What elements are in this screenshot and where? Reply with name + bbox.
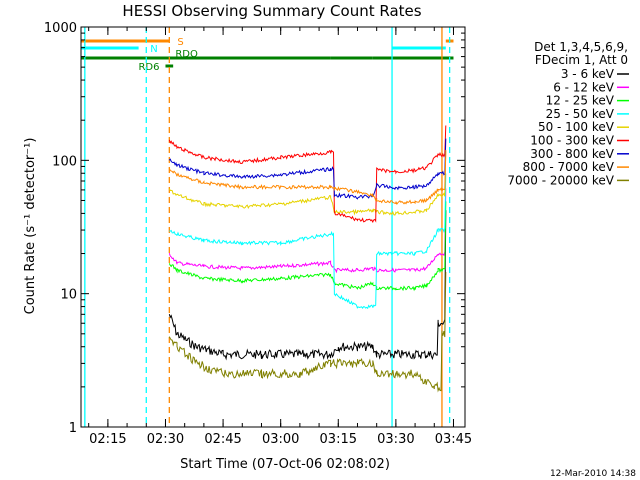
y-tick-label: 100	[52, 154, 77, 169]
legend-entry-label: 3 - 6 keV	[561, 67, 615, 81]
legend-entry-label: 50 - 100 keV	[538, 120, 615, 134]
y-axis-label: Count Rate (s⁻¹ detector⁻¹)	[23, 138, 38, 315]
flags-layer: S N RD6 RDO	[81, 37, 454, 73]
x-tick-label: 03:00	[262, 432, 299, 447]
series-layer	[168, 125, 447, 393]
flag-label-s: S	[177, 37, 183, 48]
series-line	[168, 151, 447, 216]
y-tick-label: 1	[69, 421, 77, 436]
series-line	[168, 201, 447, 292]
x-tick-label: 02:15	[89, 432, 126, 447]
legend-entry-label: 7000 - 20000 keV	[507, 173, 614, 187]
series-line	[168, 125, 447, 223]
legend-entry-label: 300 - 800 keV	[530, 147, 614, 161]
x-tick-label: 03:30	[377, 432, 414, 447]
legend-header: Det 1,3,4,5,6,9,	[534, 40, 628, 54]
series-line	[168, 210, 447, 361]
legend-entry-label: 25 - 50 keV	[546, 107, 615, 121]
x-axis-label: Start Time (07-Oct-06 02:08:02)	[180, 457, 390, 472]
x-tick-label: 02:45	[204, 432, 241, 447]
y-tick-label: 10	[60, 288, 77, 303]
chart-title: HESSI Observing Summary Count Rates	[122, 2, 421, 20]
legend: Det 1,3,4,5,6,9,FDecim 1, Att 03 - 6 keV…	[507, 40, 629, 187]
legend-header: FDecim 1, Att 0	[535, 53, 628, 67]
footer-timestamp: 12-Mar-2010 14:38	[550, 469, 636, 479]
axis-layer: 02:15 02:30 02:45 03:00 03:15 03:30 03:45 1 10 10…	[44, 21, 472, 447]
x-tick-label: 03:15	[320, 432, 357, 447]
legend-entry-label: 800 - 7000 keV	[523, 160, 615, 174]
series-line	[169, 173, 447, 310]
flag-label-rdo: RDO	[175, 49, 198, 60]
legend-entry-label: 12 - 25 keV	[546, 94, 615, 108]
x-tick-label: 02:30	[147, 432, 184, 447]
flag-label-n: N	[150, 44, 157, 55]
y-tick-label: 1000	[44, 21, 77, 36]
series-line	[168, 188, 447, 274]
legend-entry-label: 100 - 300 keV	[530, 134, 614, 148]
legend-entry-label: 6 - 12 keV	[553, 80, 615, 94]
series-line	[168, 138, 447, 200]
series-line	[168, 271, 447, 393]
flag-label-rd6: RD6	[138, 62, 159, 73]
series-line	[168, 149, 447, 205]
markers-layer	[84, 27, 451, 427]
plot-frame	[80, 26, 466, 428]
x-tick-label: 03:45	[435, 432, 472, 447]
